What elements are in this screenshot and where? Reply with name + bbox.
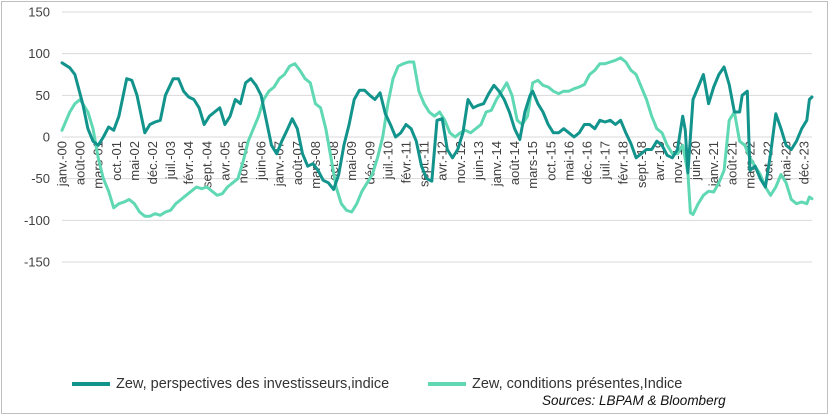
y-tick-label: 50 bbox=[36, 88, 50, 103]
series-line-investor-outlook bbox=[60, 61, 814, 191]
y-tick-label: -150 bbox=[24, 255, 50, 270]
y-tick-label: 150 bbox=[28, 5, 50, 20]
x-tick-label: mai-09 bbox=[344, 141, 359, 181]
x-tick-label: févr.-04 bbox=[181, 141, 196, 184]
x-tick-label: sept.-18 bbox=[634, 141, 649, 188]
y-axis-tick-labels: -150 -100 -50 0 50 100 150 bbox=[24, 5, 50, 270]
x-tick-label: mars-15 bbox=[525, 141, 540, 189]
x-tick-label: août-21 bbox=[724, 141, 739, 185]
x-tick-label: nov.-19 bbox=[670, 141, 685, 183]
y-tick-label: 100 bbox=[28, 46, 50, 61]
x-tick-label: mai-16 bbox=[561, 141, 576, 181]
x-tick-label: oct.-01 bbox=[109, 141, 124, 181]
x-tick-label: janv.-00 bbox=[55, 141, 70, 187]
legend-item-investor-outlook: Zew, perspectives des investisseurs,indi… bbox=[72, 376, 389, 392]
x-tick-label: juin-06 bbox=[254, 141, 269, 181]
x-tick-label: juin-20 bbox=[688, 141, 703, 181]
x-tick-label: nov.-12 bbox=[453, 141, 468, 183]
x-tick-label: mai-23 bbox=[779, 141, 794, 181]
legend-label-investor-outlook: Zew, perspectives des investisseurs,indi… bbox=[116, 376, 390, 392]
series-line-current-conditions bbox=[60, 56, 814, 218]
legend-label-current-conditions: Zew, conditions présentes,Indice bbox=[472, 376, 683, 392]
x-tick-label: avr.-05 bbox=[217, 141, 232, 181]
x-tick-label: oct.-15 bbox=[543, 141, 558, 181]
legend-swatch-current-conditions bbox=[428, 382, 466, 386]
x-tick-label: août-14 bbox=[507, 141, 522, 185]
x-tick-label: août-00 bbox=[73, 141, 88, 185]
legend-item-current-conditions: Zew, conditions présentes,Indice bbox=[428, 376, 682, 392]
x-tick-label: janv.-21 bbox=[706, 141, 721, 187]
x-tick-label: sept.-04 bbox=[199, 141, 214, 188]
series-lines bbox=[60, 56, 814, 218]
x-tick-label: janv.-14 bbox=[489, 141, 504, 187]
x-axis-tick-labels: janv.-00 août-00 mars-01 oct.-01 mai-02 déc.-… bbox=[55, 141, 812, 189]
x-tick-label: mai-02 bbox=[127, 141, 142, 181]
x-tick-label: févr.-11 bbox=[398, 141, 413, 183]
x-tick-label: déc.-16 bbox=[580, 141, 595, 184]
x-tick-label: juil.-03 bbox=[163, 141, 178, 180]
x-tick-label: juil.-10 bbox=[380, 141, 395, 180]
y-tick-label: -100 bbox=[24, 213, 50, 228]
x-tick-label: déc.-02 bbox=[145, 141, 160, 184]
x-tick-label: déc.-23 bbox=[797, 141, 812, 184]
x-tick-label: sept.-11 bbox=[417, 141, 432, 187]
x-tick-label: févr.-18 bbox=[616, 141, 631, 184]
x-tick-label: avr.-19 bbox=[652, 141, 667, 181]
x-tick-label: juin-13 bbox=[471, 141, 486, 181]
y-tick-label: -50 bbox=[31, 171, 50, 186]
x-tick-label: juil.-17 bbox=[598, 141, 613, 180]
x-tick-label: avr.-12 bbox=[435, 141, 450, 181]
legend-swatch-investor-outlook bbox=[72, 382, 110, 386]
source-note: Sources: LBPAM & Bloomberg bbox=[542, 393, 726, 408]
y-tick-label: 0 bbox=[43, 130, 50, 145]
